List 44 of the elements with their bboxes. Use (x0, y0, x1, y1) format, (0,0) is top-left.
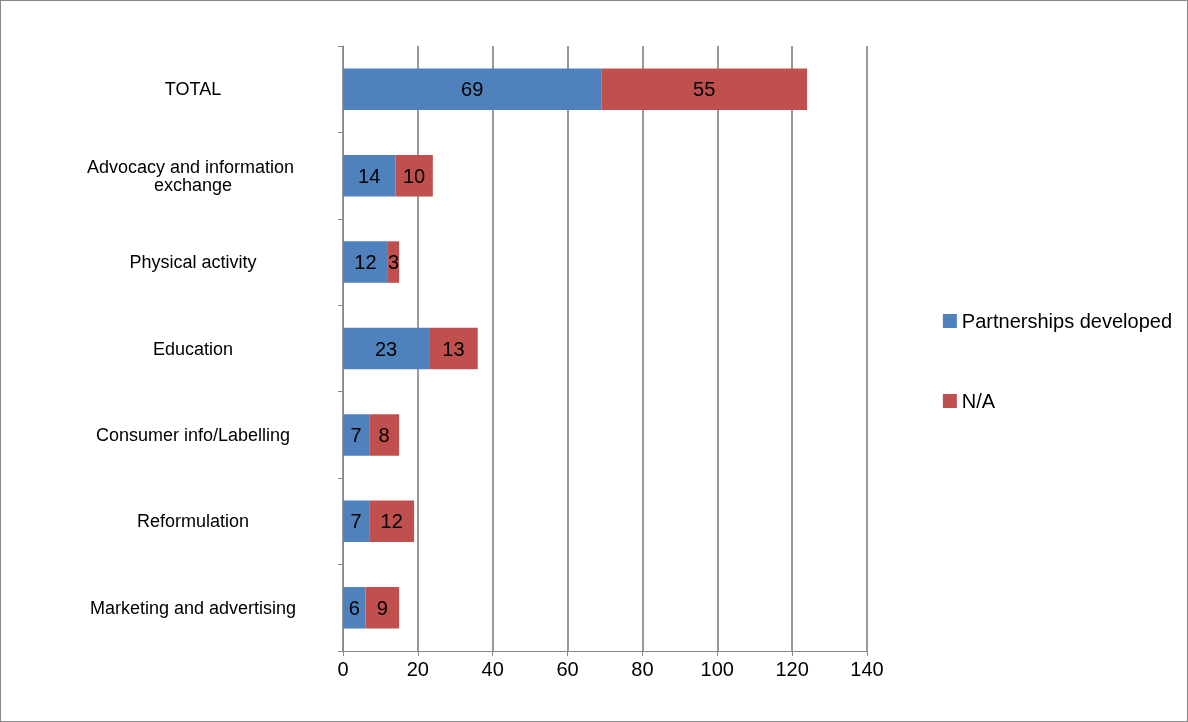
data-label: 69 (461, 78, 484, 101)
data-label: 12 (354, 251, 377, 274)
y-tick-label: Physical activity (129, 252, 257, 273)
bar (343, 414, 370, 456)
bar (343, 587, 366, 629)
data-label: 55 (693, 78, 716, 101)
y-tick-label: Advocacy and information exchange (86, 156, 300, 195)
bar (395, 154, 433, 197)
data-label: 9 (376, 596, 388, 619)
y-tick-label: TOTAL (164, 79, 222, 100)
data-label: 14 (358, 164, 381, 187)
bar (343, 500, 370, 543)
data-label: 7 (350, 510, 362, 533)
bar (343, 68, 602, 110)
bar (365, 587, 400, 629)
x-tick-label: 120 (775, 658, 809, 680)
bar (369, 414, 400, 456)
x-tick-label: 80 (631, 658, 654, 680)
y-tick-label: Marketing and advertising (89, 597, 297, 618)
y-tick-label: Consumer info/Labelling (95, 424, 291, 445)
x-tick-label: 40 (481, 658, 504, 680)
x-tick-label: 100 (700, 658, 734, 680)
data-label: 7 (350, 423, 362, 446)
bar (343, 327, 430, 370)
data-label: 13 (442, 337, 465, 360)
legend-label: N/A (961, 390, 996, 412)
x-tick-label: 60 (556, 658, 579, 680)
data-label: 8 (378, 423, 390, 446)
x-tick-label: 20 (406, 658, 429, 680)
y-tick-label: Reformulation (136, 511, 250, 532)
legend-label: Partnerships developed (961, 310, 1172, 332)
x-tick-label: 140 (850, 658, 884, 680)
data-label: 6 (348, 596, 360, 619)
bar (601, 68, 808, 110)
data-label: 10 (402, 164, 426, 187)
data-label: 3 (387, 251, 400, 274)
bar (343, 154, 396, 197)
x-tick-label: 0 (337, 658, 349, 680)
bar (429, 327, 478, 370)
data-label: 23 (374, 337, 398, 360)
bar (343, 241, 388, 283)
data-label: 12 (380, 510, 403, 533)
y-tick-label: Education (152, 338, 234, 359)
bar (369, 500, 415, 543)
